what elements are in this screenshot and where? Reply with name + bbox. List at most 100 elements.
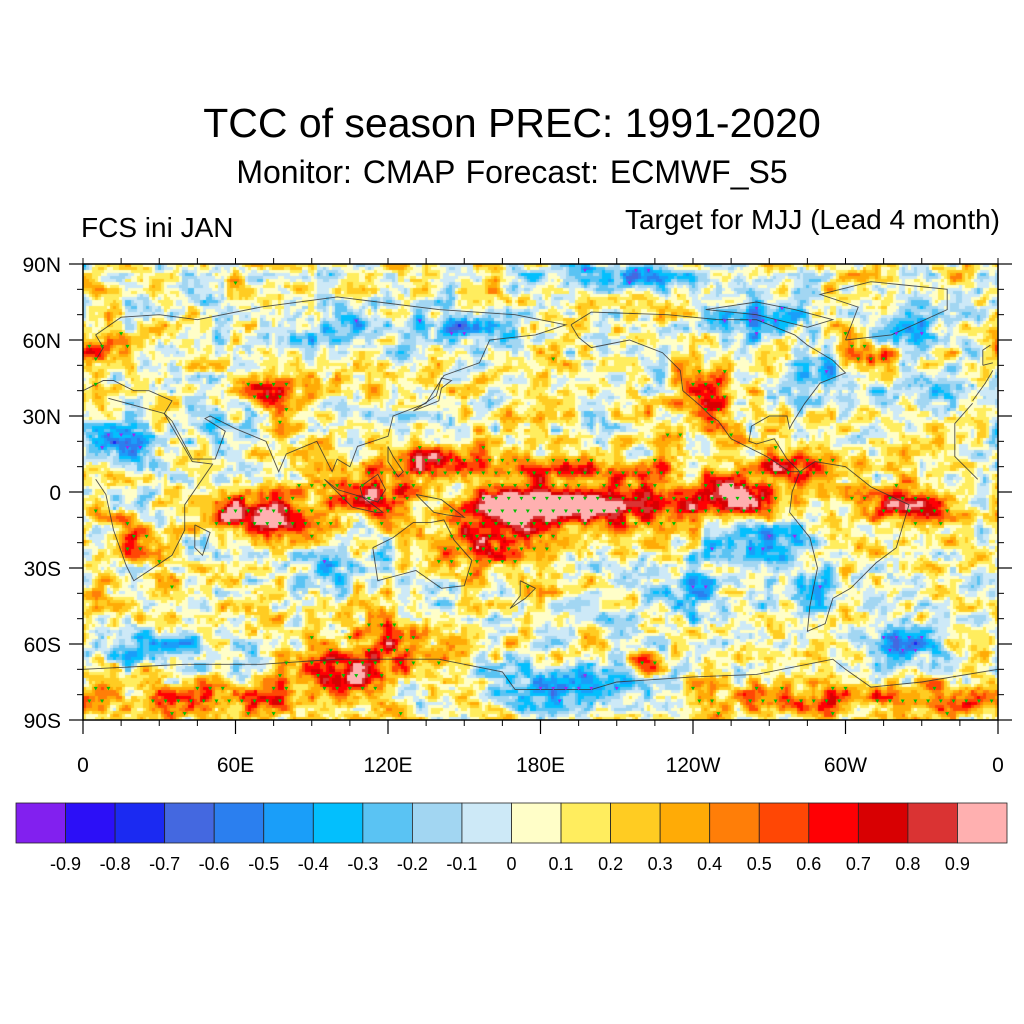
stipple-mark [754,332,759,336]
stipple-mark [786,471,791,475]
stipple-mark [265,496,270,501]
stipple-mark [633,268,638,273]
stipple-mark [907,636,912,640]
stipple-mark [716,408,721,412]
stipple-mark [227,522,232,526]
stipple-mark [271,509,276,513]
stipple-mark [449,458,454,463]
stipple-mark [303,522,308,526]
stipple-mark [144,534,149,539]
stipple-mark [392,496,397,501]
x-tick-label: 120E [363,754,412,777]
stipple-mark [570,496,575,501]
stipple-mark [779,686,784,691]
stipple-mark [614,509,619,513]
stipple-mark [710,395,715,399]
coastline [415,494,466,518]
stipple-mark [748,699,753,703]
stipple-mark [398,661,403,665]
y-tick-label: 90N [22,254,61,277]
stipple-mark [449,560,454,564]
y-tick-label: 0 [49,482,61,505]
coastline [509,580,537,609]
stipple-mark [773,446,778,450]
stipple-mark [544,471,549,475]
stipple-mark [277,699,282,703]
stipple-mark [417,471,422,475]
stipple-mark [875,699,880,703]
stipple-mark [322,560,327,564]
stipple-mark [729,509,734,513]
stipple-mark [589,686,594,691]
stipple-mark [741,509,746,513]
stipple-mark [563,484,568,488]
stipple-mark [646,268,651,273]
stipple-mark [538,484,543,488]
stipple-mark [919,509,924,513]
y-tick-label: 90S [24,710,61,733]
stipple-mark [373,686,378,691]
stipple-mark [557,496,562,501]
x-tick-label: 60W [824,754,867,777]
stipple-mark [754,686,759,691]
stipple-mark [652,509,657,513]
stipple-mark [474,458,479,463]
stipple-mark [716,382,721,387]
stipple-mark [290,522,295,526]
y-tick-label: 60N [22,330,61,353]
stipple-mark [519,522,524,526]
stipple-mark [436,661,441,665]
stipple-mark [379,496,384,501]
stipple-mark [544,547,549,551]
stipple-mark [455,547,460,551]
stipple-mark [176,699,181,703]
stipple-mark [544,522,549,526]
stipple-mark [881,636,886,640]
stipple-mark [506,496,511,501]
stipple-mark [551,458,556,463]
stipple-mark [366,496,371,501]
stipple-mark [474,534,479,539]
stipple-mark [608,471,613,475]
stipple-mark [532,522,537,526]
stipple-mark [220,686,225,691]
stipple-mark [932,686,937,691]
stipple-mark [354,674,359,678]
stipple-mark [455,471,460,475]
stipple-mark [557,522,562,526]
stipple-mark [277,674,282,678]
stipple-mark [284,509,289,513]
stipple-mark [182,712,187,716]
stipple-mark [691,585,695,589]
stipple-mark [360,661,365,665]
stipple-mark [640,509,645,513]
stipple-mark [938,522,943,526]
correlation-field-canvas [83,264,998,720]
stipple-mark [354,319,359,323]
stipple-mark [894,332,899,336]
stipple-mark [551,534,556,539]
stipple-mark [754,484,759,488]
stipple-mark [208,686,213,691]
chart-title: TCC of season PREC: 1991-2020 [203,100,821,146]
stipple-mark [455,522,460,526]
coastline [324,478,385,513]
stipple-mark [862,344,867,349]
stipple-mark [652,661,657,665]
stipple-mark [246,509,251,513]
stipple-mark [773,496,778,501]
stipple-mark [691,509,695,513]
stipple-mark [894,636,899,640]
x-tick-label: 0 [992,754,1004,777]
stipple-mark [474,509,479,513]
stipple-mark [93,509,98,513]
stipple-mark [913,522,918,526]
stipple-mark [602,484,607,488]
stipple-mark [366,674,371,678]
stipple-mark [481,522,486,526]
stipple-mark [239,522,244,526]
stipple-mark [582,674,587,678]
stipple-mark [366,623,371,627]
stipple-mark [328,674,333,678]
stipple-mark [392,648,397,653]
